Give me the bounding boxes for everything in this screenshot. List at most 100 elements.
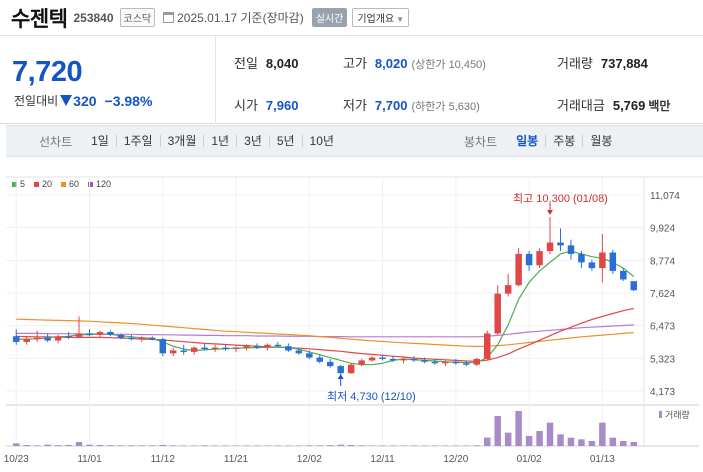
tab-weekly[interactable]: 주봉 — [545, 135, 582, 147]
volume-bar — [442, 445, 449, 446]
tab-3y[interactable]: 3년 — [236, 135, 269, 147]
volume-bar — [128, 445, 135, 446]
candle-body — [525, 253, 533, 266]
down-triangle-icon — [60, 95, 73, 106]
tab-10y[interactable]: 10년 — [301, 135, 341, 147]
volume-bar — [400, 445, 407, 446]
candle-body — [149, 337, 156, 340]
volume-bar — [578, 439, 585, 446]
x-tick-label: 12/11 — [370, 454, 395, 465]
volume-bar — [567, 437, 575, 446]
lower-limit-label: (하한가 — [411, 101, 446, 113]
high-annotation: 최고 10,300 (01/08) — [513, 193, 608, 205]
legend-swatch — [61, 181, 67, 187]
open-label: 시가 — [234, 98, 258, 113]
tab-monthly[interactable]: 월봉 — [582, 135, 619, 147]
volume-legend-swatch — [659, 411, 662, 418]
prev-close: 전일 8,040 — [234, 53, 298, 72]
candle-body — [128, 337, 135, 340]
volume-bar — [494, 416, 501, 446]
candle-chart-label: 봉차트 — [464, 134, 498, 149]
candle-body — [201, 347, 208, 350]
trade-amount-label: 거래대금 — [557, 98, 605, 113]
ma5-line — [16, 250, 635, 366]
candle-body — [515, 253, 522, 286]
volume: 거래량 737,884 — [557, 53, 648, 72]
volume-bar — [138, 445, 146, 446]
calendar-icon — [163, 12, 175, 23]
upper-limit: (상한가 10,450) — [411, 56, 485, 72]
legend-ma120: 120 — [88, 179, 111, 189]
candle-body — [599, 252, 606, 269]
high-price: 고가 8,020 (상한가 10,450) — [343, 53, 486, 72]
volume-bar — [546, 422, 554, 446]
volume-bar — [316, 445, 324, 446]
volume-bar — [180, 445, 187, 446]
price-chart[interactable]: 11,074 9,924 8,774 7,624 6,473 5,323 4,173 10/2… — [0, 157, 703, 472]
volume-bar — [12, 443, 20, 446]
company-info-dropdown[interactable]: 기업개요 ▼ — [352, 8, 410, 27]
legend-ma60-label: 60 — [69, 179, 80, 189]
ma-legend: 5 20 60 120 — [12, 179, 120, 189]
legend-swatch — [12, 181, 17, 187]
candle-body — [222, 347, 229, 350]
candle-body — [180, 350, 187, 352]
legend-swatch — [88, 181, 94, 187]
volume-label: 거래량 — [557, 56, 593, 71]
stock-code: 253840 — [73, 10, 114, 25]
tab-1w[interactable]: 1주일 — [115, 135, 160, 147]
change-percent: −3.98% — [104, 92, 153, 109]
candle-body — [421, 360, 428, 362]
market-badge: 코스닥 — [119, 8, 156, 27]
candle-body — [630, 281, 638, 291]
candle-body — [86, 333, 93, 335]
volume-bar — [389, 445, 397, 446]
x-tick-label: 11/21 — [224, 454, 249, 465]
ma20-line — [16, 307, 634, 362]
volume-bar — [86, 444, 93, 446]
volume-bar — [149, 445, 156, 446]
candle-body — [358, 360, 365, 365]
candle-body — [347, 364, 355, 374]
candle-body — [567, 245, 575, 254]
candle-body — [578, 253, 585, 263]
tab-daily[interactable]: 일봉 — [516, 134, 539, 148]
candle-body — [316, 357, 324, 362]
candle-tabs: 봉차트 일봉 주봉 월봉 — [464, 133, 619, 150]
volume-bar — [410, 445, 418, 446]
trade-amount: 거래대금 5,769 백만 — [557, 95, 670, 114]
y-tick-label: 6,473 — [650, 322, 675, 333]
x-tick-label: 11/01 — [77, 454, 102, 465]
candle-body — [337, 366, 344, 374]
candle-body — [546, 242, 554, 252]
candle-body — [232, 347, 240, 350]
quote-date: 2025.01.17 기준(장마감) — [177, 11, 304, 25]
candle-body — [190, 347, 198, 352]
volume-bar — [75, 442, 83, 446]
volume-bar — [243, 445, 250, 446]
tab-3m[interactable]: 3개월 — [159, 135, 204, 147]
volume-bar — [44, 444, 51, 446]
volume-bar — [169, 445, 177, 446]
volume-bar — [23, 445, 30, 446]
y-tick-label: 7,624 — [650, 289, 675, 300]
tab-1y[interactable]: 1년 — [203, 135, 236, 147]
realtime-button[interactable]: 실시간 — [311, 8, 348, 27]
line-chart-label: 선차트 — [39, 134, 73, 149]
candle-body — [23, 339, 30, 342]
candle-body — [44, 337, 51, 341]
candle-body — [609, 252, 617, 271]
tab-5y[interactable]: 5년 — [268, 135, 302, 147]
volume-bar — [264, 445, 271, 446]
candle-body — [504, 285, 512, 294]
candle-body — [159, 339, 167, 354]
volume-bar — [306, 445, 313, 446]
volume-bar — [326, 445, 334, 446]
volume-bar — [473, 445, 481, 446]
low-annotation: 최저 4,730 (12/10) — [327, 391, 416, 403]
high-arrow-head — [547, 210, 554, 215]
x-tick-label: 01/13 — [590, 454, 615, 465]
tab-1d[interactable]: 1일 — [91, 134, 109, 148]
candle-body — [107, 332, 114, 335]
volume-bar — [431, 445, 439, 446]
